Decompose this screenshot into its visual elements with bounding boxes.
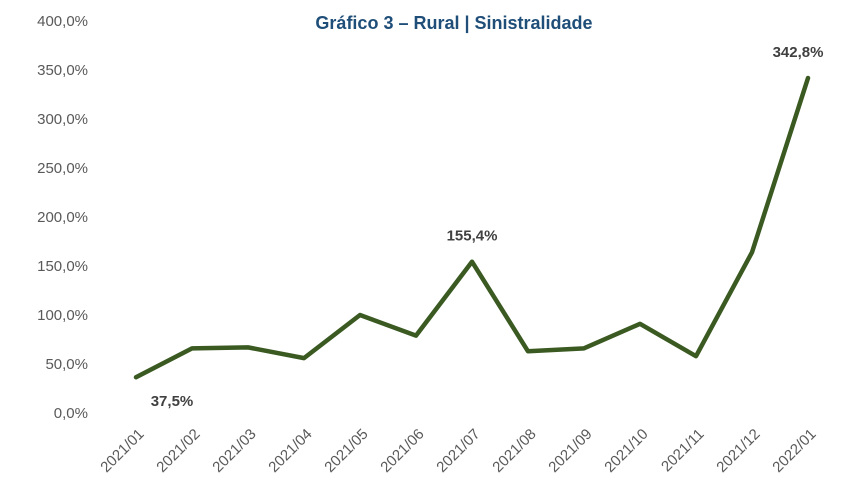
x-tick-label: 2021/03 <box>209 426 259 476</box>
x-tick-label: 2021/02 <box>153 426 203 476</box>
y-tick-label: 200,0% <box>37 209 88 226</box>
x-tick-label: 2021/01 <box>97 426 147 476</box>
y-tick-label: 150,0% <box>37 258 88 275</box>
line <box>133 75 811 380</box>
x-tick-label: 2021/06 <box>377 426 427 476</box>
x-tick-label: 2022/01 <box>769 426 819 476</box>
data-label: 37,5% <box>151 393 194 410</box>
x-tick-label: 2021/09 <box>545 426 595 476</box>
y-tick-label: 50,0% <box>45 356 88 373</box>
x-tick-label: 2021/07 <box>433 426 483 476</box>
y-tick-label: 0,0% <box>54 405 88 422</box>
x-tick-label: 2021/08 <box>489 426 539 476</box>
data-label: 342,8% <box>773 44 824 61</box>
x-tick-label: 2021/04 <box>265 426 315 476</box>
data-label: 155,4% <box>447 228 498 245</box>
y-tick-label: 350,0% <box>37 62 88 79</box>
y-tick-label: 400,0% <box>37 13 88 30</box>
x-tick-label: 2021/05 <box>321 426 371 476</box>
x-tick-label: 2021/12 <box>713 426 763 476</box>
y-tick-label: 300,0% <box>37 111 88 128</box>
y-tick-label: 250,0% <box>37 160 88 177</box>
x-tick-label: 2021/11 <box>658 426 708 476</box>
chart-title: Gráfico 3 – Rural | Sinistralidade <box>315 13 592 33</box>
x-tick-label: 2021/10 <box>601 426 651 476</box>
y-tick-label: 100,0% <box>37 307 88 324</box>
